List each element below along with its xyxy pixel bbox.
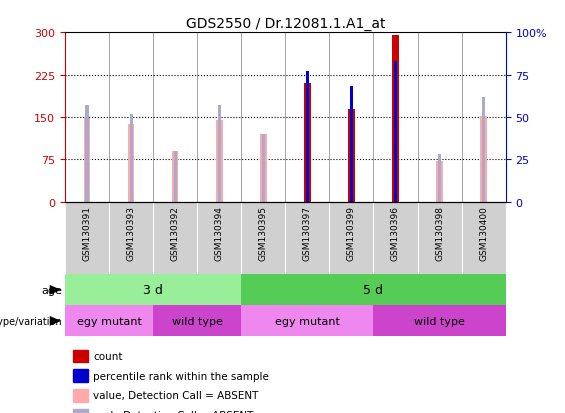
Bar bbox=[129, 114, 133, 202]
Bar bbox=[216, 121, 223, 202]
Bar bbox=[329, 202, 373, 275]
Bar bbox=[197, 202, 241, 275]
Text: GSM130392: GSM130392 bbox=[171, 206, 180, 261]
Bar bbox=[153, 306, 241, 337]
Bar bbox=[172, 152, 179, 202]
Bar bbox=[73, 370, 88, 382]
Text: wild type: wild type bbox=[414, 316, 465, 326]
Bar bbox=[373, 306, 506, 337]
Bar bbox=[73, 409, 88, 413]
Bar bbox=[348, 109, 355, 202]
Bar bbox=[241, 202, 285, 275]
Text: genotype/variation: genotype/variation bbox=[0, 316, 62, 326]
Text: egy mutant: egy mutant bbox=[275, 316, 340, 326]
Text: GSM130394: GSM130394 bbox=[215, 206, 224, 261]
Bar bbox=[373, 202, 418, 275]
Text: 5 d: 5 d bbox=[363, 284, 384, 297]
Text: rank, Detection Call = ABSENT: rank, Detection Call = ABSENT bbox=[93, 410, 254, 413]
Bar bbox=[480, 116, 487, 202]
Bar bbox=[128, 124, 134, 202]
Bar bbox=[285, 202, 329, 275]
Bar bbox=[262, 135, 265, 202]
Bar bbox=[260, 135, 267, 202]
Bar bbox=[241, 275, 506, 306]
Bar bbox=[241, 306, 373, 337]
Text: GSM130400: GSM130400 bbox=[479, 206, 488, 261]
Bar bbox=[173, 152, 177, 202]
Text: 3 d: 3 d bbox=[143, 284, 163, 297]
Bar bbox=[306, 72, 309, 202]
Bar bbox=[73, 389, 88, 402]
Bar bbox=[218, 106, 221, 202]
Bar bbox=[350, 87, 353, 202]
Bar bbox=[65, 306, 153, 337]
Text: GSM130395: GSM130395 bbox=[259, 206, 268, 261]
Bar bbox=[85, 106, 89, 202]
Bar bbox=[462, 202, 506, 275]
Bar bbox=[73, 350, 88, 363]
Text: value, Detection Call = ABSENT: value, Detection Call = ABSENT bbox=[93, 391, 259, 401]
Text: GSM130397: GSM130397 bbox=[303, 206, 312, 261]
Text: GSM130393: GSM130393 bbox=[127, 206, 136, 261]
Bar bbox=[438, 155, 441, 202]
Text: GSM130398: GSM130398 bbox=[435, 206, 444, 261]
Text: percentile rank within the sample: percentile rank within the sample bbox=[93, 371, 269, 381]
Bar bbox=[418, 202, 462, 275]
Bar bbox=[436, 162, 443, 202]
Bar bbox=[65, 202, 109, 275]
Bar bbox=[153, 202, 197, 275]
Title: GDS2550 / Dr.12081.1.A1_at: GDS2550 / Dr.12081.1.A1_at bbox=[185, 17, 385, 31]
Bar bbox=[304, 84, 311, 202]
Text: count: count bbox=[93, 351, 123, 361]
Bar bbox=[84, 119, 90, 202]
Text: wild type: wild type bbox=[172, 316, 223, 326]
Text: GSM130399: GSM130399 bbox=[347, 206, 356, 261]
Text: GSM130396: GSM130396 bbox=[391, 206, 400, 261]
Bar bbox=[65, 275, 241, 306]
Text: GSM130391: GSM130391 bbox=[82, 206, 92, 261]
Bar bbox=[482, 97, 485, 202]
Bar bbox=[394, 62, 397, 202]
Bar bbox=[392, 36, 399, 202]
Bar bbox=[109, 202, 153, 275]
Text: egy mutant: egy mutant bbox=[77, 316, 141, 326]
Text: age: age bbox=[41, 285, 62, 295]
